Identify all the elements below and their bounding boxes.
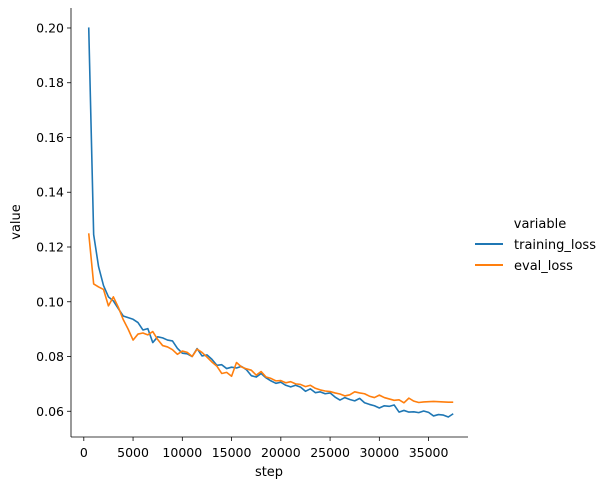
y-tick-label: 0.20 bbox=[36, 20, 64, 35]
y-tick-label: 0.14 bbox=[36, 185, 64, 200]
x-tick-label: 0 bbox=[80, 445, 88, 460]
x-tick-label: 20000 bbox=[261, 445, 301, 460]
y-axis-label: value bbox=[9, 204, 24, 240]
legend-label-training-loss: training_loss bbox=[514, 238, 596, 253]
y-tick-label: 0.10 bbox=[36, 294, 64, 309]
y-tick-label: 0.16 bbox=[36, 130, 64, 145]
y-axis-ticks: 0.06 0.08 0.10 0.12 0.14 0.16 0.18 0.20 bbox=[36, 20, 71, 419]
x-axis-label: step bbox=[255, 465, 283, 480]
legend-label-eval-loss: eval_loss bbox=[514, 259, 573, 274]
x-axis-ticks: 0 5000 10000 15000 20000 25000 30000 35000 bbox=[80, 437, 449, 460]
legend: variable training_loss eval_loss bbox=[475, 217, 596, 274]
x-tick-label: 35000 bbox=[409, 445, 449, 460]
y-tick-label: 0.08 bbox=[36, 349, 64, 364]
y-tick-label: 0.12 bbox=[36, 240, 64, 255]
series-line-eval-loss bbox=[87, 233, 454, 404]
x-tick-label: 15000 bbox=[212, 445, 252, 460]
series-line-training-loss bbox=[87, 27, 454, 418]
x-tick-label: 5000 bbox=[117, 445, 149, 460]
x-tick-label: 25000 bbox=[310, 445, 350, 460]
series-lines bbox=[87, 27, 454, 418]
y-tick-label: 0.06 bbox=[36, 404, 64, 419]
x-tick-label: 30000 bbox=[359, 445, 399, 460]
y-tick-label: 0.18 bbox=[36, 75, 64, 90]
x-tick-label: 10000 bbox=[162, 445, 202, 460]
legend-title: variable bbox=[514, 217, 566, 232]
